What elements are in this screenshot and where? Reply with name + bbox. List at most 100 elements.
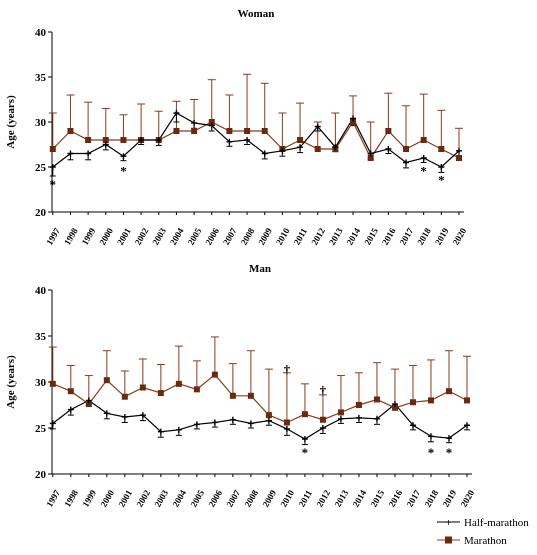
- man-x-tick-label: 2009: [260, 488, 278, 509]
- panel-man: Man 20 25 30 35 40 Age (years) 1997 1998 1999 2000…: [5, 263, 476, 509]
- man-marathon-point: [445, 388, 452, 395]
- woman-marathon-point: [67, 128, 74, 134]
- woman-y-tick-label: 30: [35, 117, 47, 129]
- woman-marathon-point: [403, 146, 410, 152]
- man-marathon-point: [67, 388, 74, 395]
- man-marathon-point: [175, 380, 182, 387]
- woman-marathon-point: [85, 137, 92, 143]
- woman-marathon-point: [261, 128, 268, 134]
- man-half-marathon-point: [301, 436, 308, 443]
- woman-x-tick-label: 2003: [150, 226, 168, 247]
- woman-marathon-point: [438, 146, 445, 152]
- man-x-tick-label: 2006: [206, 488, 224, 509]
- woman-y-tick-label: 40: [35, 27, 47, 39]
- man-marathon-point: [427, 397, 434, 404]
- legend: + Half-marathon Marathon: [437, 517, 529, 547]
- man-x-tick-label: 2010: [278, 488, 296, 509]
- man-half-marathon-point: [193, 421, 200, 428]
- woman-marathon-point: [49, 146, 56, 152]
- man-marathon-point: [247, 392, 254, 399]
- woman-x-tick-label: 2019: [433, 226, 451, 247]
- woman-half-marathon-point: [420, 155, 427, 161]
- man-half-marathon-point: [337, 415, 344, 422]
- woman-x-tick-label: 2017: [398, 226, 416, 247]
- woman-x-tick-label: 1999: [80, 226, 98, 247]
- man-marathon-point: [301, 411, 308, 418]
- woman-half-marathon-point: [438, 164, 445, 170]
- man-marathon-point: [139, 384, 146, 391]
- woman-half-marathon-point: [67, 150, 74, 157]
- man-x-tick-label: 2017: [405, 488, 423, 509]
- woman-x-tick-label: 2006: [203, 226, 221, 247]
- woman-half-marathon-point: [191, 119, 198, 126]
- woman-marathon-point: [120, 137, 127, 143]
- woman-x-tick-label: 2008: [239, 226, 257, 247]
- woman-half-marathon-point: [85, 150, 92, 157]
- woman-y-tick-label: 25: [35, 162, 47, 174]
- man-x-tick-label: 2000: [98, 488, 116, 509]
- man-significance-mark: *: [446, 445, 453, 460]
- woman-half-marathon-point: [297, 144, 304, 151]
- man-x-tick-label: 2019: [441, 488, 459, 509]
- woman-half-marathon-point: [456, 147, 462, 154]
- man-half-marathon-point: [211, 419, 218, 426]
- woman-half-marathon-point: [155, 137, 162, 143]
- man-marathon-point: [355, 402, 362, 408]
- woman-chart-title: Woman: [238, 8, 275, 20]
- man-half-marathon-point: [319, 425, 326, 431]
- woman-half-marathon-point: [367, 150, 374, 157]
- woman-marathon-point: [226, 128, 233, 134]
- man-marathon-point: [283, 419, 290, 426]
- man-y-axis-title: Age (years): [5, 355, 17, 409]
- man-significance-mark: †: [284, 362, 291, 377]
- woman-marathon-point: [350, 119, 357, 125]
- woman-x-tick-label: 2009: [256, 226, 274, 247]
- man-marathon-point: [337, 409, 344, 416]
- man-x-tick-label: 2013: [333, 488, 351, 509]
- man-marathon-point: [157, 390, 164, 397]
- man-half-marathon-point: [229, 416, 236, 423]
- woman-x-tick-label: 2015: [362, 226, 380, 247]
- man-half-marathon-point: [85, 397, 92, 404]
- man-y-tick-label: 35: [35, 331, 47, 343]
- man-x-tick-label: 1997: [44, 488, 62, 509]
- woman-significance-mark: *: [438, 173, 445, 188]
- man-x-tick-label: 2018: [423, 488, 441, 509]
- legend-label-half-marathon: Half-marathon: [464, 517, 529, 529]
- woman-half-marathon-point: [226, 138, 233, 145]
- woman-half-marathon-point: [332, 144, 339, 151]
- man-half-marathon-point: [355, 414, 362, 421]
- man-x-tick-label: 2014: [351, 488, 369, 509]
- man-marathon-point: [319, 416, 326, 423]
- woman-x-tick-label: 2011: [292, 226, 310, 247]
- man-x-tick-label: 2005: [188, 488, 206, 509]
- man-x-tick-label: 2001: [116, 488, 134, 509]
- man-half-marathon-point: [283, 425, 290, 432]
- woman-half-marathon-point: [261, 150, 268, 157]
- man-chart-title: Man: [249, 263, 271, 275]
- man-marathon-point: [193, 386, 200, 393]
- man-half-marathon-point: [445, 435, 452, 442]
- man-half-marathon-point: [464, 422, 470, 429]
- woman-x-tick-label: 2012: [309, 226, 327, 247]
- woman-x-tick-label: 2001: [115, 226, 133, 247]
- man-y-tick-label: 30: [35, 377, 47, 389]
- man-half-marathon-point: [247, 420, 254, 427]
- man-half-marathon-point: [175, 426, 182, 433]
- woman-half-marathon-point: [49, 164, 56, 170]
- woman-x-tick-label: 2018: [415, 226, 433, 247]
- man-marathon-point: [229, 392, 236, 399]
- man-marathon-point: [464, 397, 470, 404]
- man-half-marathon-point: [409, 422, 416, 429]
- woman-half-marathon-line: [52, 112, 460, 168]
- man-marathon-point: [49, 380, 56, 387]
- man-marathon-point: [265, 412, 272, 419]
- man-x-tick-label: 2020: [459, 488, 477, 509]
- woman-marathon-point: [191, 128, 198, 134]
- woman-x-tick-label: 2016: [380, 226, 398, 247]
- legend-marker-half-marathon: +: [445, 517, 451, 529]
- man-marathon-point: [103, 377, 110, 384]
- man-significance-mark: *: [428, 445, 435, 460]
- woman-x-tick-label: 2002: [133, 226, 151, 247]
